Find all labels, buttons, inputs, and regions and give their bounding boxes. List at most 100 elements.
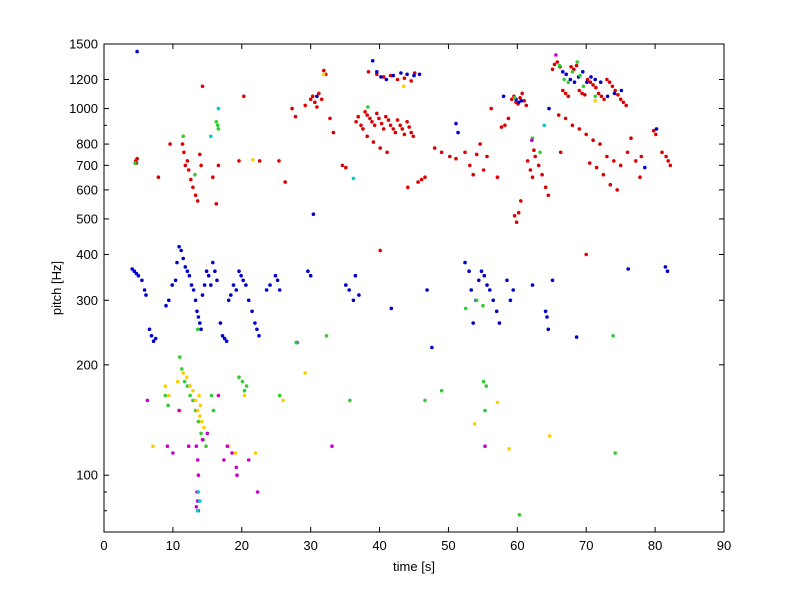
data-point-blue [530,283,535,287]
data-point-red [411,134,416,139]
data-point-magenta [225,444,230,449]
data-point-blue [189,283,194,287]
data-point-green [182,379,187,384]
data-point-red [584,132,588,137]
data-point-red [359,123,363,128]
data-point-red [536,163,541,168]
data-point-green [193,172,197,177]
data-point-blue [191,288,196,292]
data-point-red [315,105,319,109]
data-point-green [423,398,427,403]
data-point-red [200,84,205,89]
data-point-yellow [281,398,285,403]
data-point-red [528,168,533,172]
data-point-yellow [195,408,200,413]
data-point-yellow [200,419,204,424]
data-point-red [495,175,500,179]
data-point-yellow [233,451,238,455]
data-point-red [406,185,410,190]
data-point-red [566,94,571,99]
data-point-blue [204,269,209,274]
data-point-blue [347,288,352,292]
data-point-red [516,210,521,215]
data-point-blue [564,72,568,77]
data-point-red [615,188,619,192]
data-point-red [525,159,530,163]
data-point-magenta [234,465,239,470]
data-point-green [178,355,182,359]
data-point-green [185,384,190,388]
data-point-red [563,91,568,96]
data-point-green [481,379,486,384]
data-point-blue [175,260,179,265]
data-point-red [570,123,575,128]
data-point-red [668,163,673,168]
data-point-red [365,113,370,117]
data-point-red [409,130,414,135]
data-point-red [612,159,616,163]
data-point-blue [572,80,577,84]
data-point-green [613,451,617,455]
data-point-blue [519,99,524,103]
data-point-blue [543,309,548,314]
data-point-blue [315,94,319,99]
data-point-magenta [165,444,170,449]
data-point-cyan [198,499,202,503]
data-point-blue [209,283,213,287]
data-point-green [348,398,352,403]
data-point-blue [275,278,280,283]
data-point-blue [454,121,458,126]
y-tick-label: 700 [76,158,98,173]
data-point-red [423,175,427,179]
data-point-red [518,96,522,100]
data-point-blue [142,288,147,292]
data-point-red [594,85,598,90]
data-point-red [530,175,535,179]
data-point-green [566,80,571,84]
data-point-red [608,182,613,187]
data-point-red [393,130,398,135]
data-point-blue [663,265,668,269]
data-point-green [538,150,542,155]
data-point-blue [164,303,168,308]
data-point-blue [250,309,254,314]
data-point-magenta [196,473,201,478]
data-point-red [283,180,288,184]
data-point-blue [370,59,375,63]
data-point-red [395,118,400,122]
data-point-red [432,146,437,150]
data-point-blue [391,73,396,78]
data-point-red [356,114,361,119]
data-point-blue [430,345,434,350]
data-point-red [660,150,664,155]
data-point-red [448,154,452,159]
data-point-red [388,73,393,78]
data-point-green [557,63,562,68]
data-point-red [463,150,467,155]
data-point-red [651,128,656,133]
data-point-blue [241,278,245,283]
data-point-magenta [216,393,221,398]
data-point-red [182,150,186,155]
data-point-blue [585,80,589,84]
data-point-blue [344,283,348,287]
data-point-red [602,97,606,102]
data-point-blue [237,269,241,274]
x-tick-label: 90 [717,538,731,553]
data-point-blue [417,72,422,77]
data-point-green [133,161,137,165]
data-point-magenta [330,444,334,449]
data-point-blue [488,288,492,292]
data-point-red [624,103,628,108]
data-point-blue [198,321,202,325]
data-point-red [242,94,246,99]
data-point-blue [268,283,272,287]
data-point-yellow [322,72,326,77]
data-point-blue [196,315,201,319]
data-point-red [293,114,298,119]
data-point-blue [545,315,549,319]
data-point-red [580,91,584,96]
data-point-yellow [191,388,195,393]
data-point-red [402,132,407,137]
y-tick-label: 1000 [69,101,98,116]
